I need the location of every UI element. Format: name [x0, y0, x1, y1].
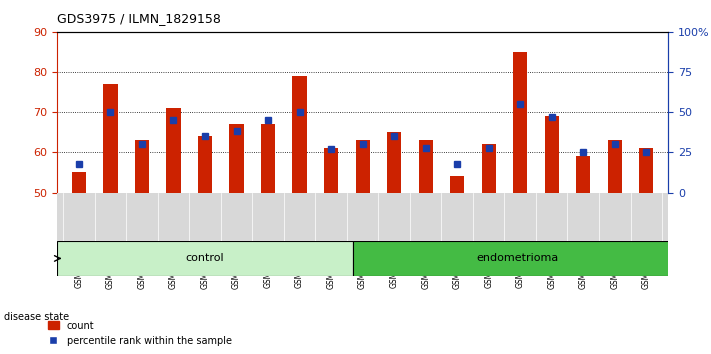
Text: GDS3975 / ILMN_1829158: GDS3975 / ILMN_1829158 [57, 12, 220, 25]
Bar [450, 177, 464, 193]
Bar [513, 52, 528, 193]
Bar [576, 156, 590, 193]
Bar [72, 172, 86, 193]
Bar [135, 140, 149, 193]
Legend: count, percentile rank within the sample: count, percentile rank within the sample [48, 321, 232, 346]
Bar [639, 148, 653, 193]
Bar [545, 116, 559, 193]
Bar [57, 241, 353, 276]
Bar [608, 140, 622, 193]
Bar [356, 140, 370, 193]
Bar [419, 140, 433, 193]
Bar [103, 84, 117, 193]
Text: disease state: disease state [4, 312, 69, 322]
Bar [353, 241, 681, 276]
Bar [324, 148, 338, 193]
Bar [230, 124, 244, 193]
Bar [166, 108, 181, 193]
Bar [292, 76, 306, 193]
Bar [261, 124, 275, 193]
Bar [387, 132, 401, 193]
Text: endometrioma: endometrioma [476, 253, 558, 263]
Bar [481, 144, 496, 193]
Bar [198, 136, 212, 193]
Text: control: control [186, 253, 225, 263]
